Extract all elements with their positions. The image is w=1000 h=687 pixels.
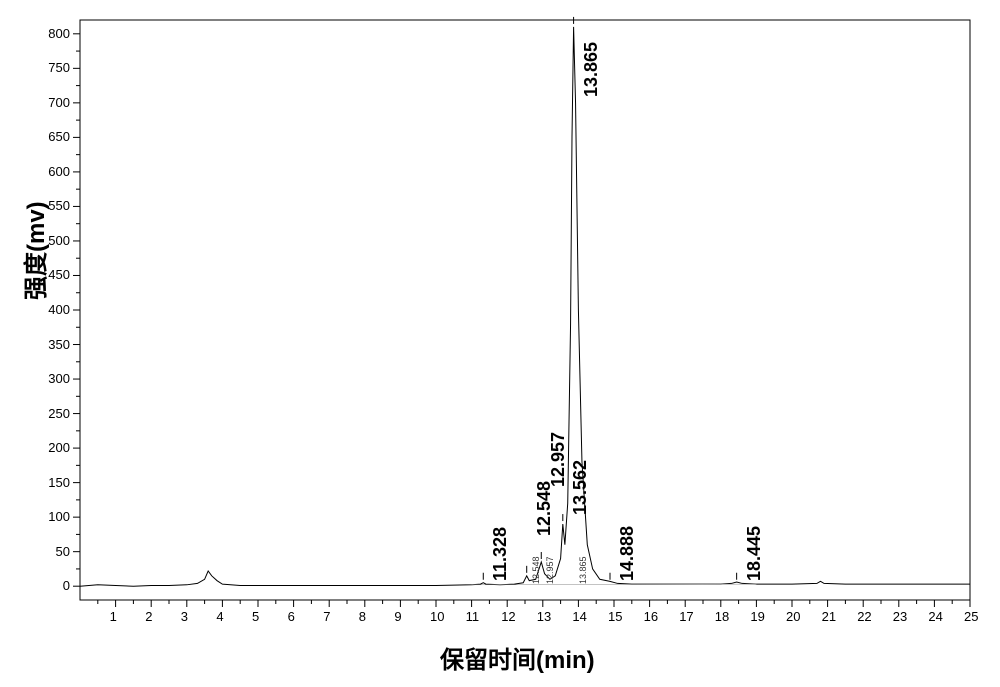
chromatogram-chart: 强度(mv) 保留时间(min) 12345678910111213141516… <box>0 0 1000 687</box>
x-tick-label: 12 <box>501 609 515 624</box>
x-tick-label: 3 <box>181 609 188 624</box>
y-tick-label: 50 <box>40 544 70 559</box>
x-tick-label: 22 <box>857 609 871 624</box>
x-tick-label: 9 <box>394 609 401 624</box>
y-tick-label: 600 <box>40 164 70 179</box>
x-tick-label: 23 <box>893 609 907 624</box>
y-tick-label: 650 <box>40 129 70 144</box>
x-tick-label: 21 <box>822 609 836 624</box>
y-tick-label: 700 <box>40 95 70 110</box>
x-tick-label: 18 <box>715 609 729 624</box>
x-tick-label: 16 <box>644 609 658 624</box>
y-tick-label: 400 <box>40 302 70 317</box>
plot-svg <box>0 0 1000 687</box>
y-tick-label: 150 <box>40 475 70 490</box>
y-tick-label: 300 <box>40 371 70 386</box>
peak-label: 12.957 <box>548 432 569 487</box>
y-tick-label: 100 <box>40 509 70 524</box>
x-tick-label: 6 <box>288 609 295 624</box>
x-tick-label: 11 <box>466 609 480 624</box>
x-tick-label: 17 <box>679 609 693 624</box>
y-tick-label: 800 <box>40 26 70 41</box>
x-tick-label: 7 <box>323 609 330 624</box>
x-tick-label: 14 <box>572 609 586 624</box>
peak-label-small: 12.548 <box>531 557 541 585</box>
x-tick-label: 2 <box>145 609 152 624</box>
x-tick-label: 4 <box>216 609 223 624</box>
peak-label: 13.562 <box>570 460 591 515</box>
y-tick-label: 200 <box>40 440 70 455</box>
y-tick-label: 0 <box>40 578 70 593</box>
x-tick-label: 8 <box>359 609 366 624</box>
y-tick-label: 450 <box>40 267 70 282</box>
y-tick-label: 750 <box>40 60 70 75</box>
x-tick-label: 1 <box>110 609 117 624</box>
x-tick-label: 5 <box>252 609 259 624</box>
peak-label: 18.445 <box>744 526 765 581</box>
peak-label: 13.865 <box>581 42 602 97</box>
y-tick-label: 250 <box>40 406 70 421</box>
x-tick-label: 13 <box>537 609 551 624</box>
x-tick-label: 25 <box>964 609 978 624</box>
y-tick-label: 550 <box>40 198 70 213</box>
x-tick-label: 10 <box>430 609 444 624</box>
x-tick-label: 20 <box>786 609 800 624</box>
x-tick-label: 19 <box>750 609 764 624</box>
peak-label-small: 12.957 <box>545 557 555 585</box>
x-tick-label: 24 <box>928 609 942 624</box>
x-tick-label: 15 <box>608 609 622 624</box>
peak-label: 14.888 <box>617 526 638 581</box>
peak-label: 11.328 <box>490 527 511 581</box>
y-tick-label: 500 <box>40 233 70 248</box>
peak-label-small: 13.865 <box>578 557 588 585</box>
peak-label: 12.548 <box>534 481 555 536</box>
y-tick-label: 350 <box>40 337 70 352</box>
